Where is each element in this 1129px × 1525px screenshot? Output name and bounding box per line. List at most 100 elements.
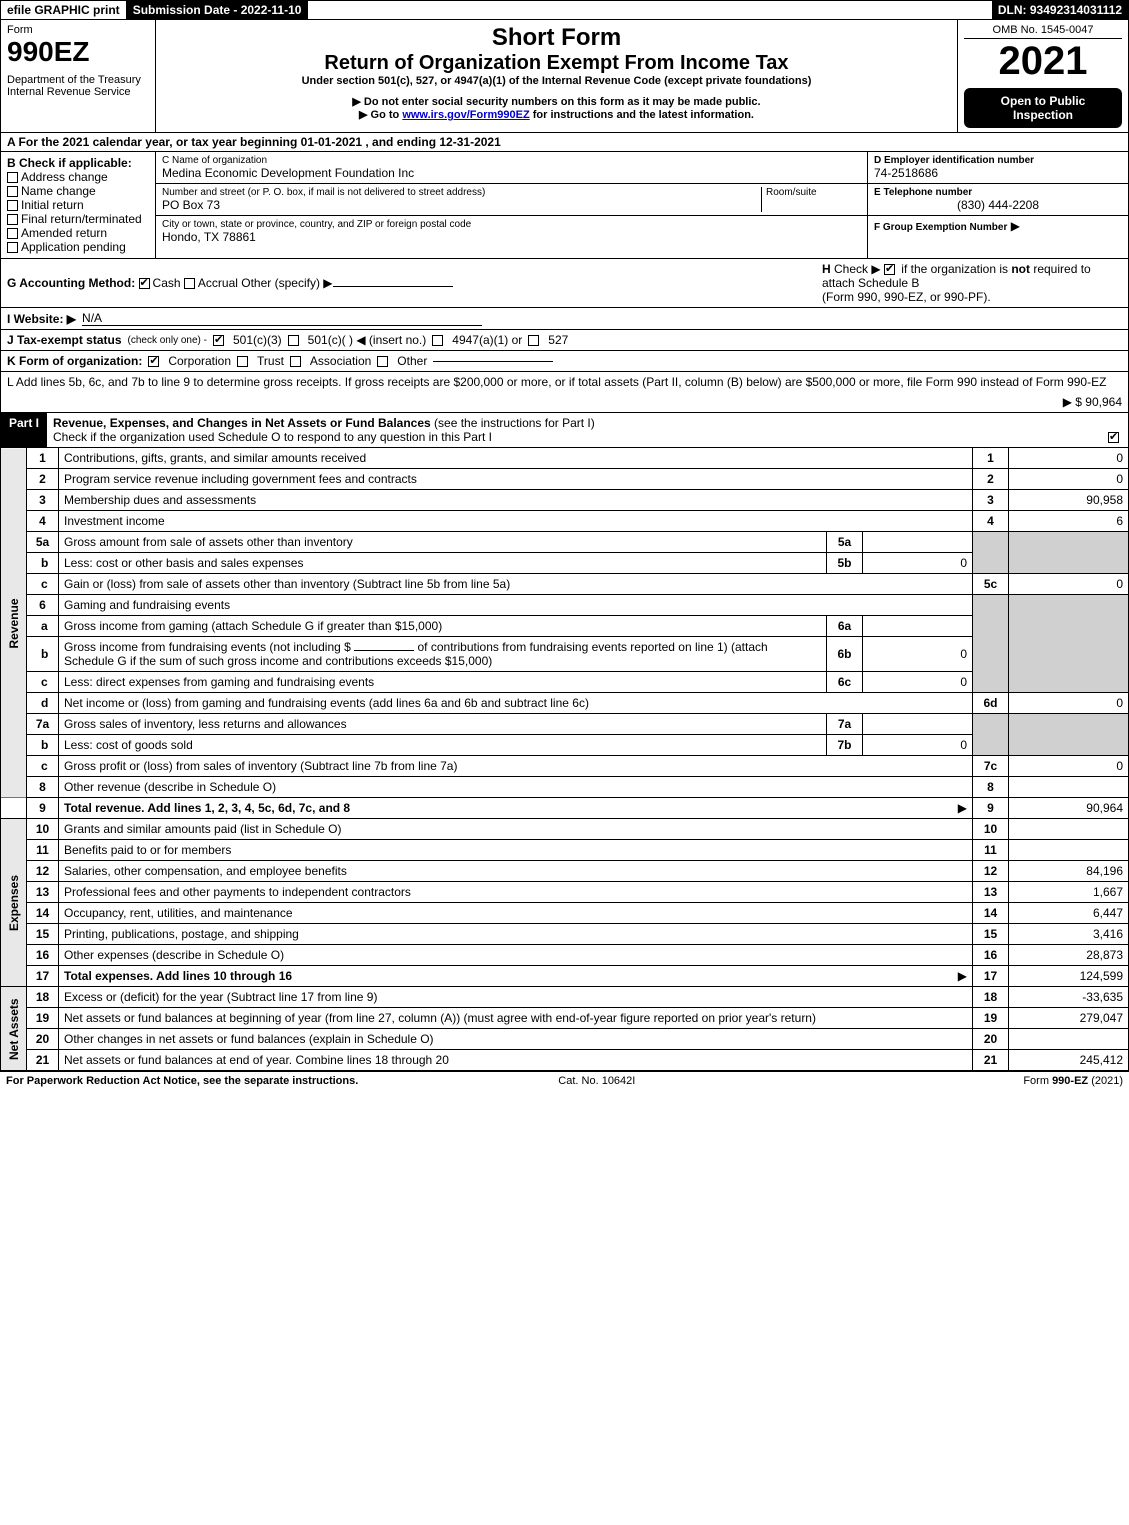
r15-boxnum: 15 [973, 924, 1009, 945]
check-application-pending-label: Application pending [21, 240, 126, 254]
opt-4947: 4947(a)(1) or [452, 333, 522, 347]
lines-table: Revenue 1 Contributions, gifts, grants, … [0, 448, 1129, 1071]
row-1: Revenue 1 Contributions, gifts, grants, … [1, 448, 1129, 469]
check-address-change-label: Address change [21, 170, 108, 184]
check-corporation[interactable] [148, 356, 159, 367]
line-h-text1: Check ▶ [834, 262, 884, 276]
vtab-revenue: Revenue [1, 448, 27, 798]
check-application-pending[interactable]: Application pending [7, 240, 149, 254]
check-cash[interactable] [139, 278, 150, 289]
efile-print-button[interactable]: efile GRAPHIC print [1, 1, 127, 19]
shade-7ab-amt [1009, 714, 1129, 756]
part-1-check-text: Check if the organization used Schedule … [53, 430, 492, 444]
r5c-desc: Gain or (loss) from sale of assets other… [64, 577, 510, 591]
check-4947[interactable] [432, 335, 443, 346]
r18-desc: Excess or (deficit) for the year (Subtra… [64, 990, 377, 1004]
r5b-num: b [27, 553, 59, 574]
shade-5ab-amt [1009, 532, 1129, 574]
r5a-desc: Gross amount from sale of assets other t… [64, 535, 353, 549]
check-accrual[interactable] [184, 278, 195, 289]
footer-right-prefix: Form [1023, 1075, 1052, 1087]
r19-amount: 279,047 [1009, 1008, 1129, 1029]
check-schedule-b[interactable] [884, 264, 895, 275]
row-17: 17 Total expenses. Add lines 10 through … [1, 966, 1129, 987]
check-trust[interactable] [237, 356, 248, 367]
r7b-desc: Less: cost of goods sold [64, 738, 193, 752]
check-other-org[interactable] [377, 356, 388, 367]
r21-num: 21 [27, 1050, 59, 1071]
check-initial-return[interactable]: Initial return [7, 198, 149, 212]
row-5b: b Less: cost or other basis and sales ex… [1, 553, 1129, 574]
r6c-inset-label: 6c [827, 672, 863, 693]
r3-desc: Membership dues and assessments [64, 493, 256, 507]
r6c-num: c [27, 672, 59, 693]
check-final-return[interactable]: Final return/terminated [7, 212, 149, 226]
info-grid: B Check if applicable: Address change Na… [0, 152, 1129, 259]
r8-desc: Other revenue (describe in Schedule O) [64, 780, 276, 794]
r19-num: 19 [27, 1008, 59, 1029]
row-7c: c Gross profit or (loss) from sales of i… [1, 756, 1129, 777]
row-5a: 5a Gross amount from sale of assets othe… [1, 532, 1129, 553]
row-12: 12 Salaries, other compensation, and emp… [1, 861, 1129, 882]
r5b-inset-label: 5b [827, 553, 863, 574]
r16-boxnum: 16 [973, 945, 1009, 966]
opt-trust: Trust [257, 354, 284, 368]
r14-num: 14 [27, 903, 59, 924]
r4-num: 4 [27, 511, 59, 532]
check-address-change[interactable]: Address change [7, 170, 149, 184]
r21-desc: Net assets or fund balances at end of ye… [64, 1053, 449, 1067]
row-6d: d Net income or (loss) from gaming and f… [1, 693, 1129, 714]
r5c-amount: 0 [1009, 574, 1129, 595]
vtab-spacer [1, 798, 27, 819]
r17-desc: Total expenses. Add lines 10 through 16 [64, 969, 292, 983]
part-1-title-cell: Revenue, Expenses, and Changes in Net As… [47, 413, 1128, 447]
r6-desc: Gaming and fundraising events [64, 598, 230, 612]
check-amended-return[interactable]: Amended return [7, 226, 149, 240]
r11-desc: Benefits paid to or for members [64, 843, 231, 857]
box-f-label: F Group Exemption Number [874, 222, 1007, 233]
check-501c[interactable] [288, 335, 299, 346]
row-18: Net Assets 18 Excess or (deficit) for th… [1, 987, 1129, 1008]
form-label: Form [7, 24, 149, 36]
r6b-amount-input[interactable] [354, 650, 414, 651]
r9-amount: 90,964 [1009, 798, 1129, 819]
line-g: G Accounting Method: Cash Accrual Other … [7, 276, 453, 290]
check-name-change-label: Name change [21, 184, 96, 198]
r6b-num: b [27, 637, 59, 672]
r5a-inset-val [863, 532, 973, 553]
row-6c: c Less: direct expenses from gaming and … [1, 672, 1129, 693]
r20-amount [1009, 1029, 1129, 1050]
org-name: Medina Economic Development Foundation I… [162, 166, 861, 180]
dln: DLN: 93492314031112 [992, 1, 1128, 19]
check-schedule-o[interactable] [1108, 432, 1119, 443]
line-i: I Website: ▶ N/A [0, 308, 1129, 330]
check-initial-return-label: Initial return [21, 198, 84, 212]
check-527[interactable] [528, 335, 539, 346]
row-4: 4 Investment income 4 6 [1, 511, 1129, 532]
line-j-sub: (check only one) - [128, 335, 207, 346]
other-org-input[interactable] [433, 361, 553, 362]
r6a-desc: Gross income from gaming (attach Schedul… [64, 619, 442, 633]
other-specify-input[interactable] [333, 286, 453, 287]
r9-desc: Total revenue. Add lines 1, 2, 3, 4, 5c,… [64, 801, 350, 815]
check-501c3[interactable] [213, 335, 224, 346]
opt-527: 527 [548, 333, 568, 347]
check-association[interactable] [290, 356, 301, 367]
check-name-change[interactable]: Name change [7, 184, 149, 198]
city-value: Hondo, TX 78861 [162, 230, 861, 244]
r4-desc: Investment income [64, 514, 165, 528]
line-j-label: J Tax-exempt status [7, 333, 122, 347]
goto-line: ▶ Go to www.irs.gov/Form990EZ for instru… [162, 108, 951, 121]
r17-num: 17 [27, 966, 59, 987]
r15-num: 15 [27, 924, 59, 945]
box-c: C Name of organization Medina Economic D… [156, 152, 868, 258]
r20-num: 20 [27, 1029, 59, 1050]
header-center: Short Form Return of Organization Exempt… [156, 20, 958, 132]
part-1-label: Part I [1, 413, 47, 447]
irs-link[interactable]: www.irs.gov/Form990EZ [402, 109, 529, 121]
line-k-label: K Form of organization: [7, 354, 142, 368]
accrual-label: Accrual [198, 276, 238, 290]
irs-label: Internal Revenue Service [7, 86, 149, 98]
r6-num: 6 [27, 595, 59, 616]
r7b-inset-label: 7b [827, 735, 863, 756]
